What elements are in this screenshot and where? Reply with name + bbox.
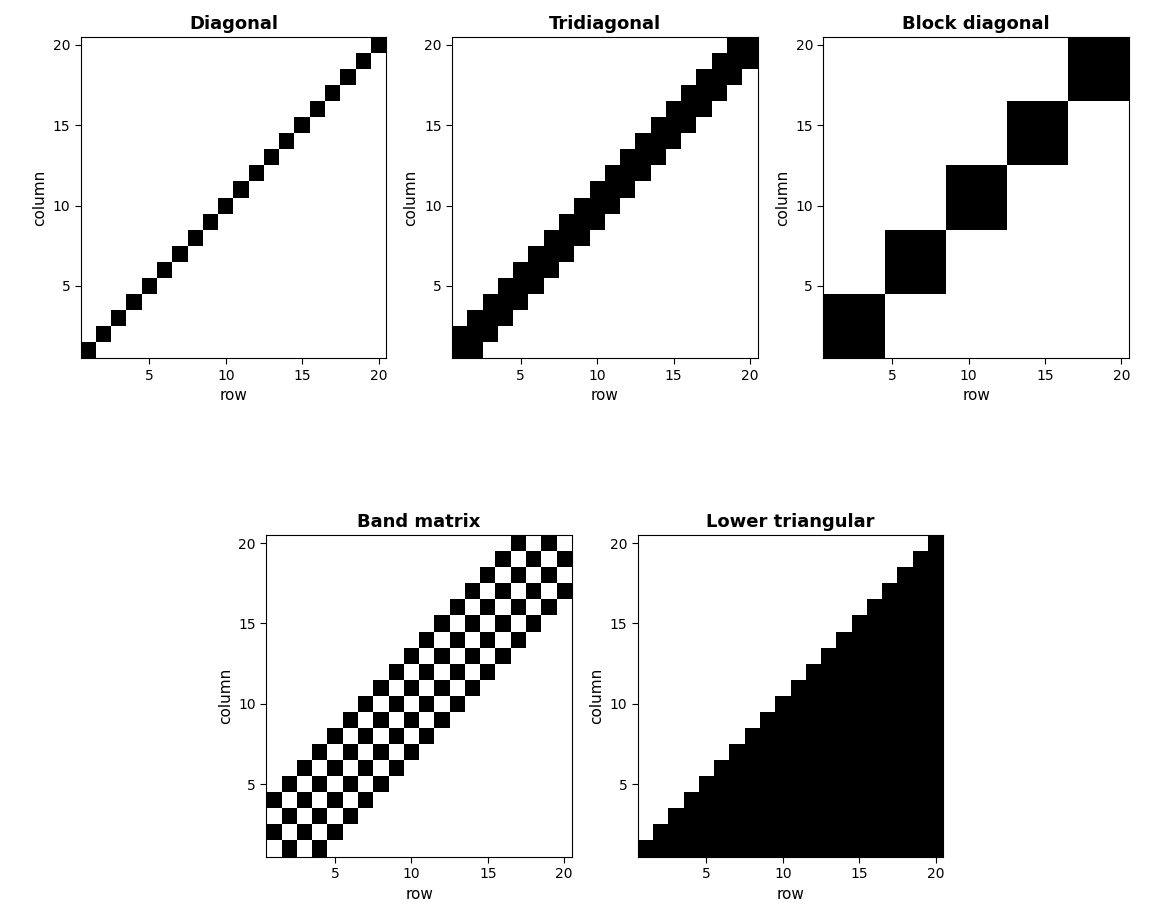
Title: Band matrix: Band matrix <box>357 513 480 530</box>
Title: Diagonal: Diagonal <box>189 15 278 32</box>
X-axis label: row: row <box>962 389 990 403</box>
Title: Lower triangular: Lower triangular <box>706 513 874 530</box>
Y-axis label: column: column <box>403 169 418 226</box>
Y-axis label: column: column <box>218 668 233 724</box>
Title: Tridiagonal: Tridiagonal <box>548 15 661 32</box>
Y-axis label: column: column <box>32 169 47 226</box>
X-axis label: row: row <box>220 389 248 403</box>
Y-axis label: column: column <box>775 169 790 226</box>
Y-axis label: column: column <box>589 668 604 724</box>
Title: Block diagonal: Block diagonal <box>902 15 1049 32</box>
X-axis label: row: row <box>776 887 804 902</box>
X-axis label: row: row <box>406 887 433 902</box>
X-axis label: row: row <box>591 389 619 403</box>
